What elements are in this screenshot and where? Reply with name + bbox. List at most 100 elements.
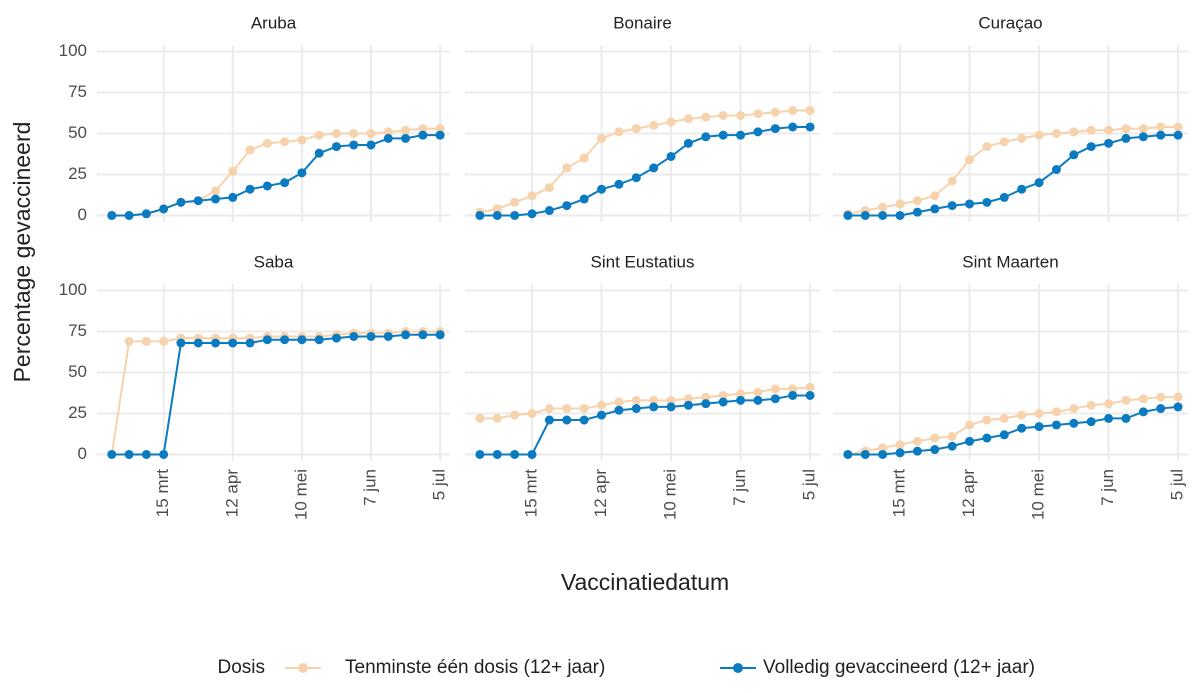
point [878, 443, 888, 453]
point [912, 207, 922, 217]
point [930, 191, 940, 201]
point [527, 209, 537, 219]
point [297, 168, 307, 178]
point [701, 399, 711, 409]
point [1121, 413, 1131, 423]
y-tick-label: 50 [68, 123, 87, 142]
point [631, 395, 641, 405]
point [383, 133, 393, 143]
point [718, 110, 728, 120]
point [1069, 418, 1079, 428]
point [788, 384, 798, 394]
point [1121, 124, 1131, 134]
point [597, 133, 607, 143]
point [878, 449, 888, 459]
point [805, 382, 815, 392]
legend-label: Tenminste één dosis (12+ jaar) [345, 657, 605, 678]
point [631, 404, 641, 414]
legend-marker [298, 663, 308, 673]
point [912, 196, 922, 206]
point [349, 140, 359, 150]
point [176, 197, 186, 207]
point [701, 112, 711, 122]
y-tick-label: 0 [78, 444, 87, 463]
point [614, 405, 624, 415]
series-line [111, 333, 441, 456]
point [788, 122, 798, 132]
point [562, 404, 572, 414]
point [1173, 122, 1183, 132]
point [982, 197, 992, 207]
point [159, 336, 169, 346]
point [262, 138, 272, 148]
point [1034, 130, 1044, 140]
point [788, 390, 798, 400]
point [176, 338, 186, 348]
point [475, 413, 485, 423]
point [649, 163, 659, 173]
point [736, 130, 746, 140]
point [401, 125, 411, 135]
point [527, 449, 537, 459]
point [527, 408, 537, 418]
point [1034, 422, 1044, 432]
point [649, 120, 659, 130]
point [930, 433, 940, 443]
point [753, 395, 763, 405]
point [965, 420, 975, 430]
legend-marker [733, 663, 743, 673]
point [947, 431, 957, 441]
point [701, 392, 711, 402]
point [614, 127, 624, 137]
point [1086, 400, 1096, 410]
point [280, 137, 290, 147]
point [331, 129, 341, 138]
point [418, 130, 428, 140]
x-axis-title: Vaccinatiedatum [561, 569, 729, 595]
point [475, 449, 485, 459]
point [930, 204, 940, 214]
point [895, 448, 905, 458]
series-line [110, 330, 441, 455]
point [141, 336, 151, 346]
y-tick-label: 0 [78, 205, 87, 224]
point [805, 122, 815, 132]
point [1086, 142, 1096, 152]
point [1104, 399, 1114, 409]
point [297, 135, 307, 145]
x-tick-label: 5 jul [430, 469, 449, 500]
point [649, 395, 659, 405]
x-tick-label: 5 jul [1168, 469, 1187, 500]
point [753, 109, 763, 119]
point [210, 338, 220, 348]
x-tick-label: 15 mrt [153, 469, 172, 517]
point [631, 173, 641, 183]
point [683, 114, 693, 124]
point [193, 196, 203, 206]
point [912, 446, 922, 456]
point [193, 338, 203, 348]
x-tick-label: 12 apr [222, 469, 241, 518]
point [878, 202, 888, 212]
strip-title: Bonaire [613, 13, 672, 32]
point [159, 204, 169, 214]
point [683, 394, 693, 404]
point [683, 400, 693, 410]
y-axis-title: Percentage gevaccineerd [9, 122, 35, 383]
point [1051, 129, 1061, 138]
x-tick-label: 7 jun [1098, 469, 1117, 506]
point [947, 176, 957, 186]
point [597, 400, 607, 410]
point [1156, 130, 1166, 140]
point [124, 210, 134, 220]
point [510, 449, 520, 459]
x-tick-label: 10 mei [661, 469, 680, 520]
point [1104, 138, 1114, 148]
point [492, 449, 502, 459]
point [1051, 165, 1061, 175]
x-tick-label: 5 jul [800, 469, 819, 500]
point [614, 179, 624, 189]
point [947, 441, 957, 451]
point [366, 331, 376, 341]
point [736, 110, 746, 120]
